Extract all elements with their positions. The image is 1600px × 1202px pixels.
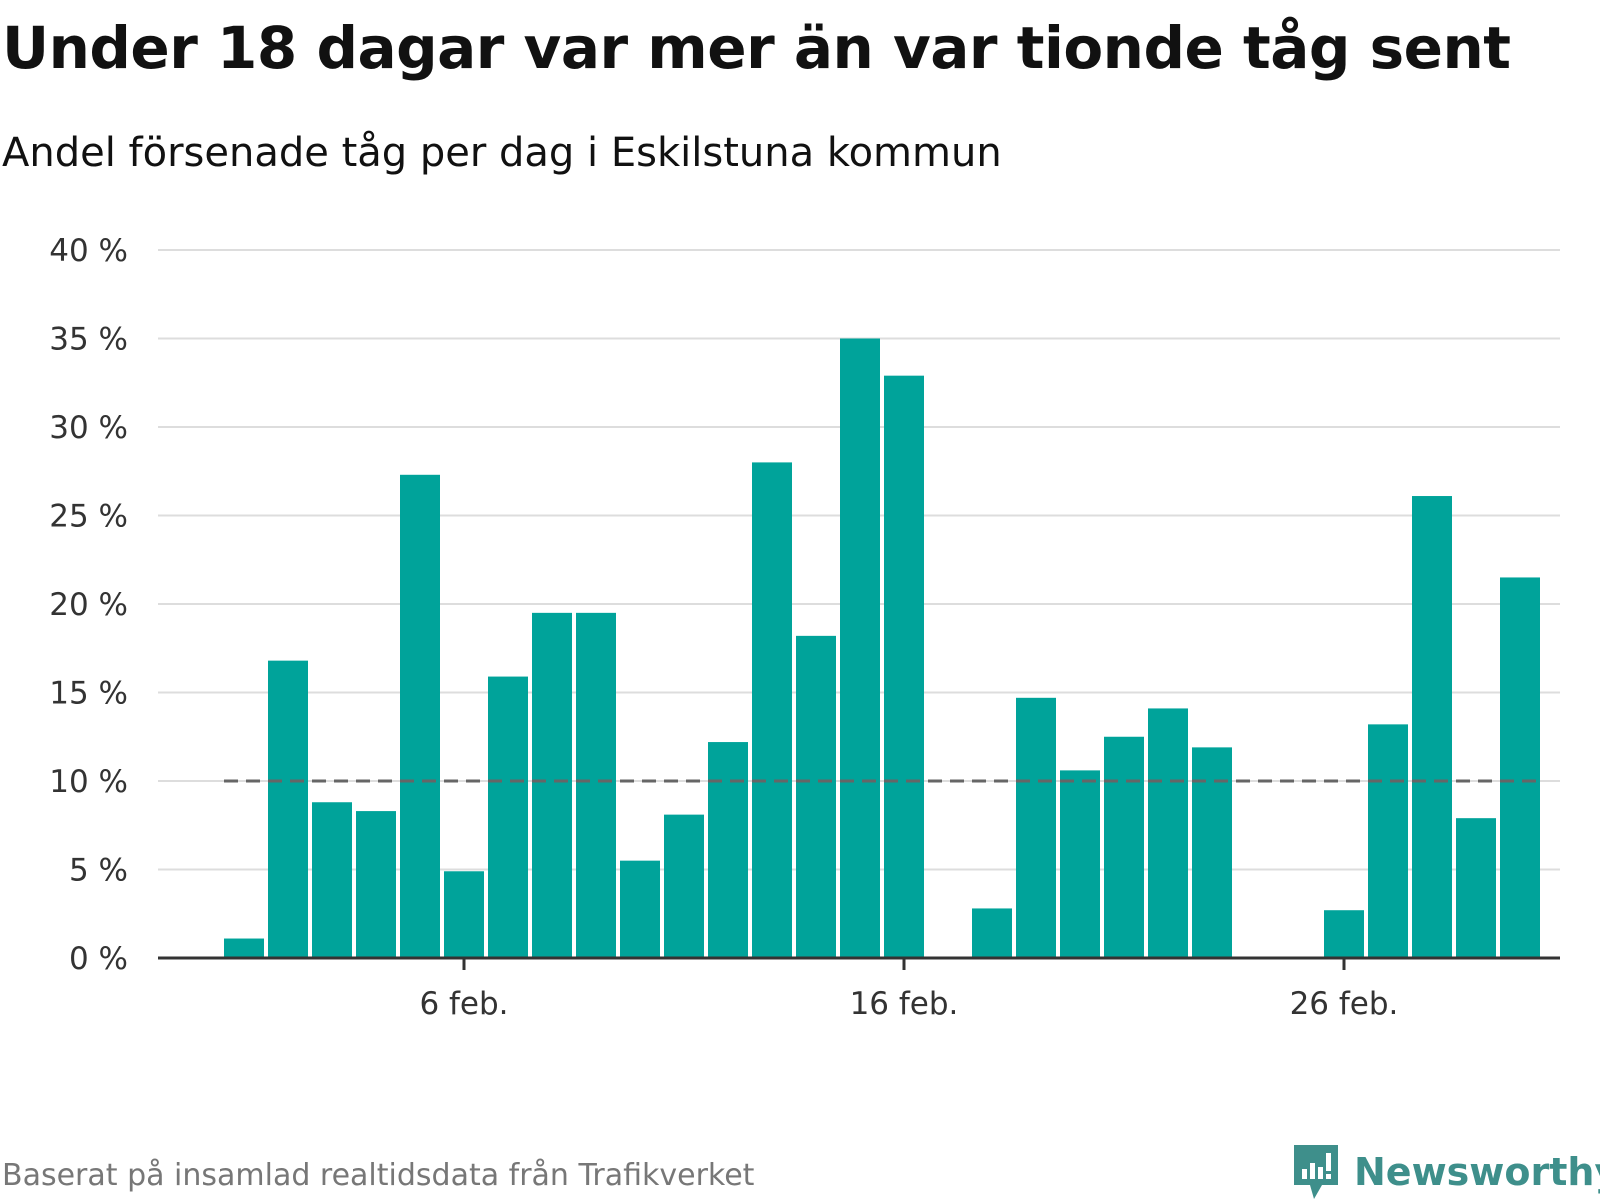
chart-title: Under 18 dagar var mer än var tionde tåg…: [2, 14, 1511, 82]
brand-name: Newsworthy: [1354, 1150, 1600, 1194]
y-tick-label: 40 %: [49, 233, 128, 269]
x-tick-label: 16 feb.: [850, 986, 959, 1022]
newsworthy-icon: [1294, 1145, 1338, 1199]
bar: [1412, 496, 1452, 958]
y-tick-label: 35 %: [49, 322, 128, 358]
bar: [840, 338, 880, 958]
y-tick-label: 25 %: [49, 499, 128, 535]
bar: [1456, 818, 1496, 958]
bar: [532, 612, 572, 958]
bar: [1104, 736, 1144, 958]
bar: [972, 908, 1012, 958]
bar: [488, 676, 528, 958]
bar: [1192, 747, 1232, 958]
chart-subtitle: Andel försenade tåg per dag i Eskilstuna…: [2, 130, 1002, 176]
x-tick-label: 26 feb.: [1290, 986, 1399, 1022]
x-tick-label: 6 feb.: [419, 986, 508, 1022]
brand-logo: Newsworthy: [1292, 1142, 1600, 1202]
bar: [620, 860, 660, 958]
bar: [312, 802, 352, 958]
bar: [1016, 697, 1056, 958]
bar: [444, 871, 484, 958]
y-tick-label: 15 %: [49, 676, 128, 712]
y-tick-label: 20 %: [49, 587, 128, 623]
bar: [1368, 724, 1408, 958]
bar: [1148, 708, 1188, 958]
bar-chart: 0 % 5 % 10 % 15 % 20 % 25 % 30 % 35 % 40 % 6 feb.…: [49, 233, 1560, 1022]
bar: [224, 938, 264, 958]
bar: [1324, 910, 1364, 958]
bar: [1060, 770, 1100, 958]
source-note: Baserat på insamlad realtidsdata från Tr…: [2, 1158, 755, 1193]
y-tick-label: 10 %: [49, 764, 128, 800]
bar: [796, 635, 836, 958]
y-tick-label: 5 %: [69, 853, 128, 889]
bar: [268, 660, 308, 958]
bar: [1500, 577, 1540, 958]
bar: [708, 742, 748, 958]
y-tick-label: 0 %: [69, 941, 128, 977]
bar: [884, 375, 924, 958]
bar: [576, 612, 616, 958]
bar: [356, 811, 396, 958]
bar: [752, 462, 792, 958]
bar: [664, 814, 704, 958]
y-tick-label: 30 %: [49, 410, 128, 446]
bar: [400, 474, 440, 958]
